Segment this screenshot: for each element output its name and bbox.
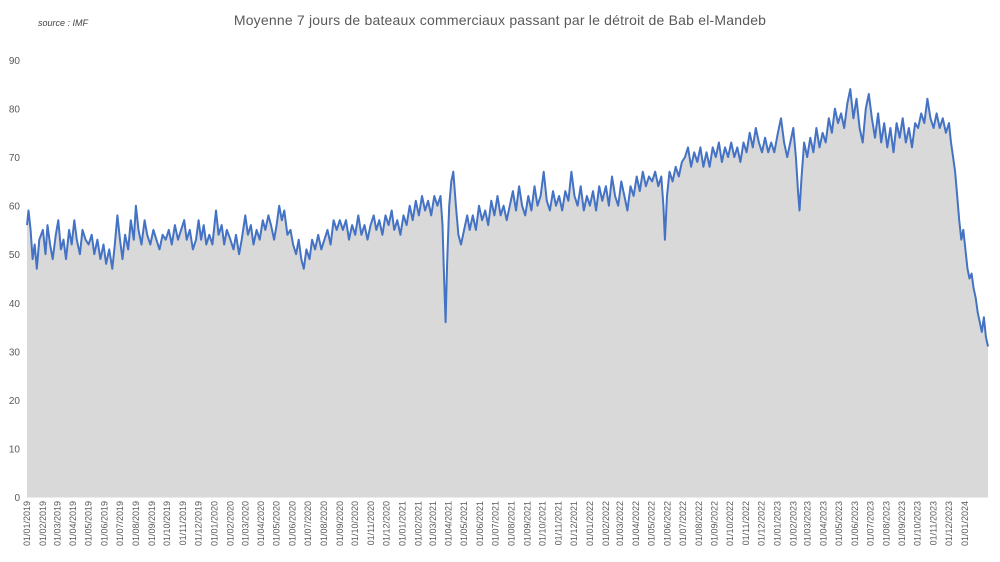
x-tick-label: 01/06/2021 [475, 501, 485, 546]
x-tick-label: 01/11/2021 [554, 501, 564, 545]
y-tick-label: 10 [9, 444, 21, 455]
x-tick-label: 01/07/2023 [865, 501, 875, 546]
y-axis: 0 10 20 30 40 50 60 70 80 90 [9, 56, 21, 504]
x-tick-label: 01/03/2021 [428, 501, 438, 546]
x-tick-label: 01/06/2022 [663, 501, 673, 546]
x-tick-label: 01/06/2023 [850, 501, 860, 546]
x-tick-label: 01/01/2020 [210, 501, 220, 546]
x-tick-label: 01/05/2023 [834, 501, 844, 546]
x-tick-label: 01/11/2020 [366, 501, 376, 545]
x-tick-label: 01/09/2021 [522, 501, 532, 546]
x-tick-label: 01/08/2023 [881, 501, 891, 546]
y-tick-label: 80 [9, 105, 21, 116]
x-tick-label: 01/11/2022 [741, 501, 751, 545]
y-tick-label: 50 [9, 250, 21, 261]
x-tick-label: 01/03/2022 [615, 501, 625, 546]
x-tick-label: 01/05/2019 [84, 501, 94, 546]
x-tick-label: 01/06/2019 [100, 501, 110, 546]
area-fill [27, 89, 988, 497]
x-tick-label: 01/07/2022 [678, 501, 688, 546]
x-tick-label: 01/12/2022 [757, 501, 767, 546]
x-tick-label: 01/03/2023 [803, 501, 813, 546]
x-axis: 01/01/2019 01/02/2019 01/03/2019 01/04/2019… [22, 496, 988, 546]
x-tick-label: 01/11/2023 [929, 501, 939, 545]
x-tick-label: 01/12/2019 [194, 501, 204, 546]
x-tick-label: 01/01/2021 [398, 501, 408, 546]
x-tick-label: 01/08/2019 [131, 501, 141, 546]
y-tick-label: 60 [9, 202, 21, 213]
x-tick-label: 01/01/2024 [960, 501, 970, 546]
x-tick-label: 01/06/2020 [288, 501, 298, 546]
x-tick-label: 01/04/2019 [68, 501, 78, 546]
chart-title: Moyenne 7 jours de bateaux commerciaux p… [233, 12, 767, 28]
x-tick-label: 01/04/2020 [256, 501, 266, 546]
x-tick-label: 01/01/2019 [22, 501, 32, 546]
y-tick-label: 70 [9, 153, 21, 164]
x-tick-label: 01/12/2023 [944, 501, 954, 546]
x-tick-label: 01/02/2022 [601, 501, 611, 546]
x-tick-label: 01/10/2022 [725, 501, 735, 546]
x-tick-label: 01/05/2020 [272, 501, 282, 546]
y-tick-label: 20 [9, 396, 21, 407]
x-tick-label: 01/08/2022 [694, 501, 704, 546]
x-tick-label: 01/07/2020 [303, 501, 313, 546]
x-tick-label: 01/07/2019 [115, 501, 125, 546]
y-tick-label: 30 [9, 347, 21, 358]
x-tick-label: 01/05/2022 [647, 501, 657, 546]
x-tick-label: 01/08/2021 [506, 501, 516, 546]
x-tick-label: 01/07/2021 [490, 501, 500, 546]
x-tick-label: 01/09/2023 [897, 501, 907, 546]
x-tick-label: 01/08/2020 [319, 501, 329, 546]
x-tick-label: 01/12/2020 [382, 501, 392, 546]
x-tick-label: 01/09/2022 [710, 501, 720, 546]
x-tick-label: 01/02/2019 [38, 501, 48, 546]
x-tick-label: 01/03/2019 [52, 501, 62, 546]
x-tick-label: 01/09/2020 [335, 501, 345, 546]
x-tick-label: 01/02/2021 [413, 501, 423, 546]
y-tick-label: 0 [14, 493, 20, 504]
x-tick-label: 01/02/2020 [225, 501, 235, 546]
x-tick-label: 01/11/2019 [178, 501, 188, 545]
x-tick-label: 01/04/2022 [631, 501, 641, 546]
x-tick-label: 01/09/2019 [147, 501, 157, 546]
y-tick-label: 90 [9, 56, 21, 67]
x-tick-label: 01/10/2020 [350, 501, 360, 546]
x-tick-label: 01/01/2023 [772, 501, 782, 546]
x-tick-label: 01/05/2021 [459, 501, 469, 546]
x-tick-label: 01/03/2020 [240, 501, 250, 546]
x-tick-label: 01/04/2023 [819, 501, 829, 546]
x-tick-label: 01/10/2023 [913, 501, 923, 546]
y-tick-label: 40 [9, 299, 21, 310]
x-tick-label: 01/01/2022 [585, 501, 595, 546]
x-tick-label: 01/10/2019 [162, 501, 172, 546]
source-note: source : IMF [38, 18, 89, 28]
x-tick-label: 01/10/2021 [538, 501, 548, 546]
x-tick-label: 01/02/2023 [788, 501, 798, 546]
series-line [26, 88, 989, 347]
x-tick-label: 01/12/2021 [569, 501, 579, 546]
x-tick-label: 01/04/2021 [444, 501, 454, 546]
